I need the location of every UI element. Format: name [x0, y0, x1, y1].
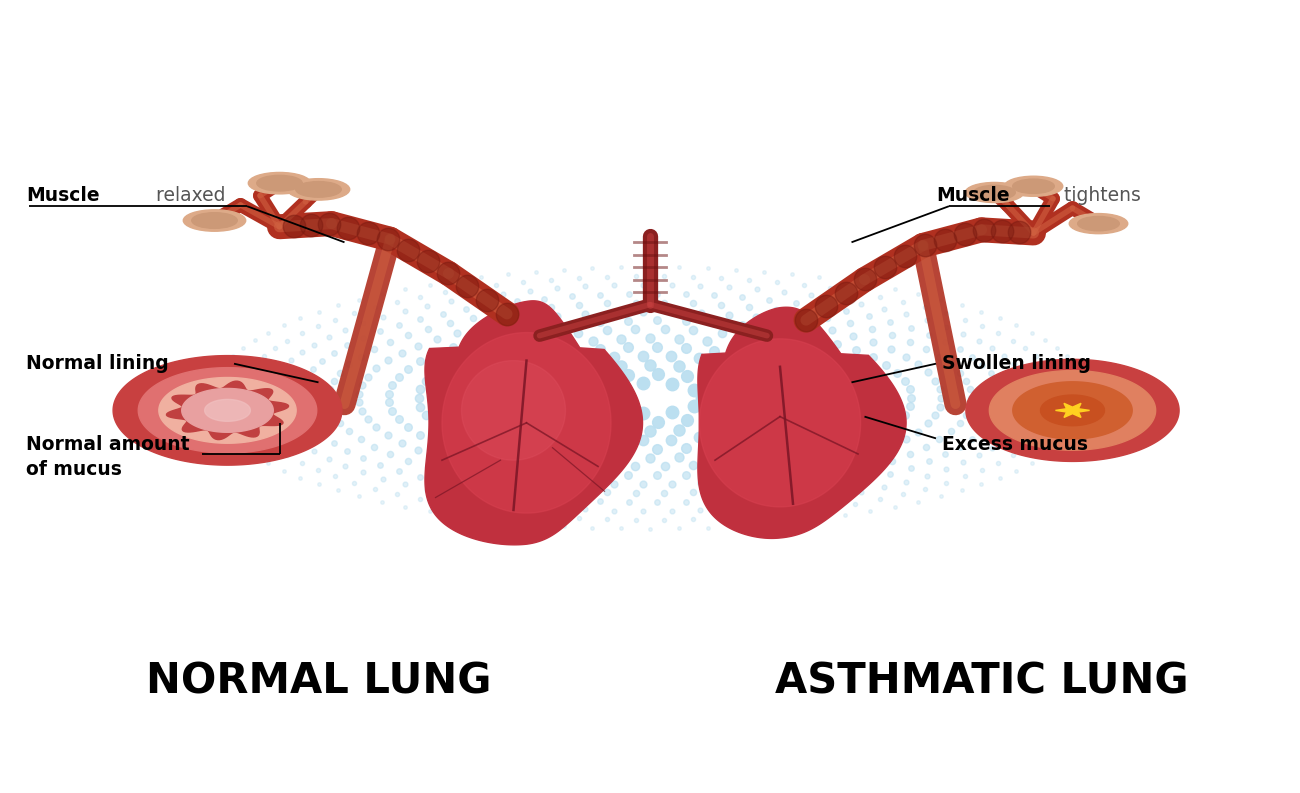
Polygon shape [1040, 395, 1105, 426]
Text: of mucus: of mucus [26, 460, 122, 479]
Polygon shape [698, 307, 906, 538]
Text: Muscle: Muscle [936, 186, 1010, 205]
Text: relaxed: relaxed [150, 186, 225, 205]
Text: Image ID: 2H0R5TH: Image ID: 2H0R5TH [1158, 741, 1261, 752]
Text: NORMAL LUNG: NORMAL LUNG [146, 660, 491, 702]
Text: Normal amount: Normal amount [26, 435, 190, 454]
Polygon shape [138, 368, 317, 453]
Polygon shape [182, 389, 273, 432]
Text: Swollen lining: Swollen lining [942, 354, 1092, 374]
Ellipse shape [257, 175, 303, 191]
Text: ASTHMA: ASTHMA [458, 18, 842, 97]
Polygon shape [159, 377, 296, 443]
Polygon shape [462, 361, 566, 460]
Ellipse shape [1069, 213, 1128, 234]
Polygon shape [204, 400, 251, 421]
Ellipse shape [1078, 216, 1119, 231]
Ellipse shape [965, 182, 1024, 202]
Polygon shape [966, 359, 1179, 462]
Polygon shape [1013, 381, 1132, 439]
Polygon shape [166, 381, 289, 439]
Ellipse shape [1013, 179, 1054, 193]
Text: ASTHMATIC LUNG: ASTHMATIC LUNG [775, 660, 1188, 702]
Text: alamy: alamy [32, 747, 108, 768]
Ellipse shape [248, 172, 311, 193]
Ellipse shape [183, 210, 246, 232]
Ellipse shape [1004, 176, 1063, 197]
Polygon shape [989, 370, 1156, 450]
Text: tightens: tightens [1058, 186, 1141, 205]
Text: Normal lining: Normal lining [26, 354, 169, 374]
Text: Excess mucus: Excess mucus [942, 435, 1088, 454]
Text: Muscle: Muscle [26, 186, 100, 205]
Polygon shape [425, 301, 642, 545]
Polygon shape [113, 355, 342, 465]
Ellipse shape [191, 213, 237, 228]
Ellipse shape [296, 182, 341, 197]
Ellipse shape [974, 186, 1015, 200]
Polygon shape [442, 332, 611, 513]
Polygon shape [699, 339, 861, 507]
Ellipse shape [287, 178, 350, 200]
Text: www.alamy.com: www.alamy.com [1176, 765, 1261, 776]
Polygon shape [1056, 404, 1089, 417]
